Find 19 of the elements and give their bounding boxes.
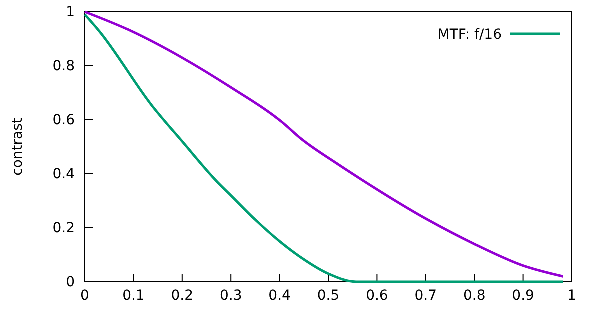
legend-label: MTF: f/16 <box>438 27 502 43</box>
y-tick-label: 0.8 <box>52 58 75 74</box>
y-tick-label: 0 <box>66 274 75 290</box>
y-tick-label: 1 <box>66 4 75 20</box>
x-tick-label: 0.5 <box>317 288 340 304</box>
y-tick-label: 0.4 <box>52 166 76 182</box>
x-tick-label: 0.4 <box>268 288 292 304</box>
y-axis-title: contrast <box>10 118 26 176</box>
x-tick-label: 0.8 <box>463 288 486 304</box>
x-tick-label: 1 <box>568 288 576 304</box>
x-tick-label: 0.3 <box>220 288 242 304</box>
x-tick-label: 0.2 <box>171 288 194 304</box>
y-tick-label: 0.2 <box>52 220 75 236</box>
x-tick-label: 0 <box>80 288 90 304</box>
x-tick-label: 0.1 <box>122 288 145 304</box>
x-tick-label: 0.6 <box>366 288 388 304</box>
x-tick-label: 0.9 <box>512 288 534 304</box>
x-tick-label: 0.7 <box>414 288 438 304</box>
y-tick-label: 0.6 <box>52 112 76 128</box>
